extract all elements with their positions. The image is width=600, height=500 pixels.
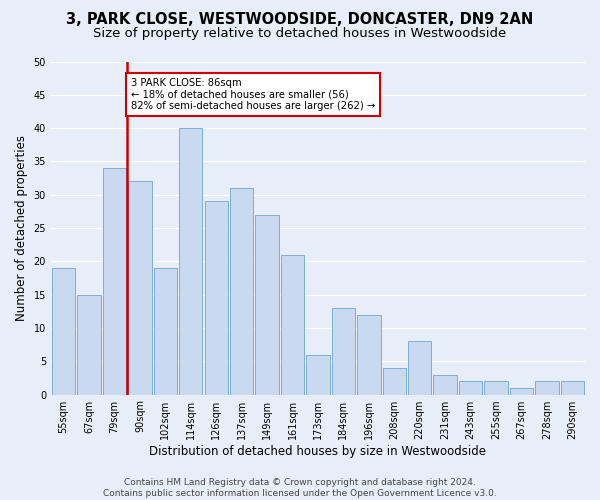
Bar: [179, 128, 202, 394]
Bar: [459, 382, 482, 394]
Y-axis label: Number of detached properties: Number of detached properties: [15, 135, 28, 321]
Bar: [52, 268, 76, 394]
Bar: [306, 354, 329, 395]
Bar: [383, 368, 406, 394]
Bar: [256, 214, 279, 394]
Bar: [535, 382, 559, 394]
Bar: [103, 168, 126, 394]
Bar: [332, 308, 355, 394]
Bar: [205, 202, 228, 394]
Bar: [77, 294, 101, 394]
Bar: [281, 254, 304, 394]
Bar: [154, 268, 177, 394]
Bar: [357, 314, 380, 394]
Bar: [433, 374, 457, 394]
Bar: [230, 188, 253, 394]
X-axis label: Distribution of detached houses by size in Westwoodside: Distribution of detached houses by size …: [149, 444, 487, 458]
Text: Size of property relative to detached houses in Westwoodside: Size of property relative to detached ho…: [94, 28, 506, 40]
Bar: [484, 382, 508, 394]
Text: Contains HM Land Registry data © Crown copyright and database right 2024.
Contai: Contains HM Land Registry data © Crown c…: [103, 478, 497, 498]
Bar: [560, 382, 584, 394]
Bar: [510, 388, 533, 394]
Bar: [408, 342, 431, 394]
Text: 3 PARK CLOSE: 86sqm
← 18% of detached houses are smaller (56)
82% of semi-detach: 3 PARK CLOSE: 86sqm ← 18% of detached ho…: [131, 78, 375, 112]
Text: 3, PARK CLOSE, WESTWOODSIDE, DONCASTER, DN9 2AN: 3, PARK CLOSE, WESTWOODSIDE, DONCASTER, …: [67, 12, 533, 28]
Bar: [128, 182, 152, 394]
